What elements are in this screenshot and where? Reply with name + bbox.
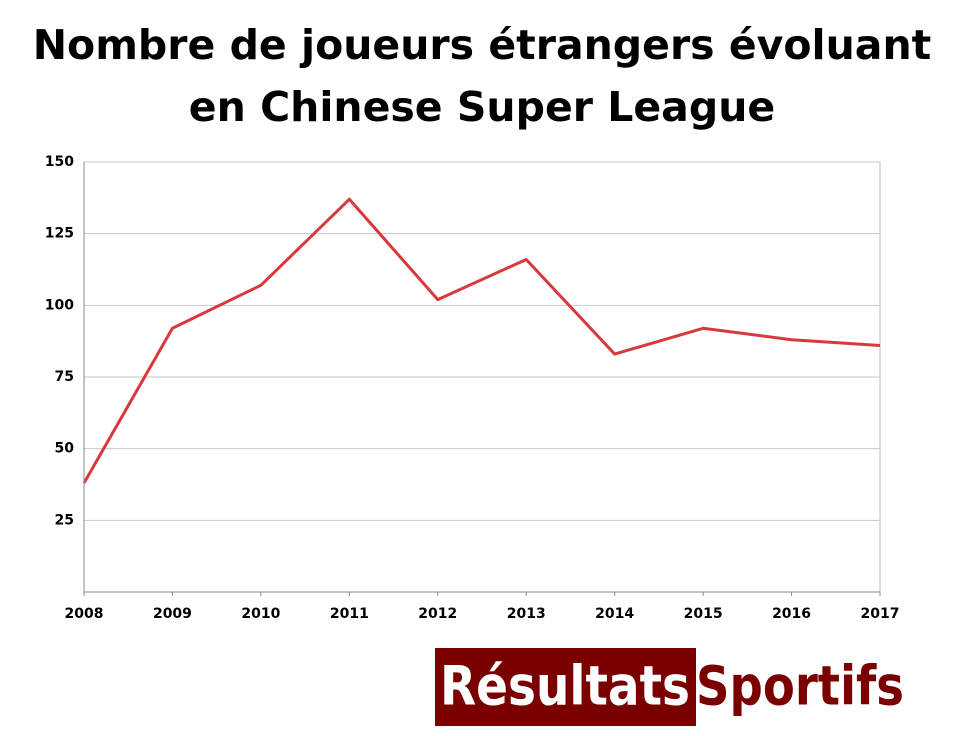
x-tick-label: 2009 <box>153 606 192 622</box>
y-tick-label: 50 <box>55 441 75 457</box>
x-tick-label: 2008 <box>65 606 104 622</box>
x-tick-label: 2016 <box>772 606 811 622</box>
x-tick-label: 2017 <box>861 606 900 622</box>
y-tick-label: 100 <box>45 297 74 313</box>
data-line <box>82 197 881 484</box>
chart-title: Nombre de joueurs étrangers évoluant en … <box>32 21 932 131</box>
logo-box <box>435 648 696 726</box>
x-tick-label: 2013 <box>507 606 546 622</box>
logo-part1: Résultats <box>440 655 690 718</box>
x-tick-label: 2015 <box>684 606 723 622</box>
grid <box>83 161 881 596</box>
y-tick-label: 75 <box>55 369 74 385</box>
y-tick-label: 25 <box>55 512 74 528</box>
marks <box>82 197 881 484</box>
x-tick-label: 2011 <box>330 606 369 622</box>
x-tick-label: 2012 <box>418 606 457 622</box>
x-tick-label: 2010 <box>241 606 280 622</box>
x-tick-label: 2014 <box>595 606 634 622</box>
y-tick-label: 150 <box>45 154 74 170</box>
logo-part2: Sportifs <box>696 655 904 718</box>
y-tick-label: 125 <box>45 226 74 242</box>
